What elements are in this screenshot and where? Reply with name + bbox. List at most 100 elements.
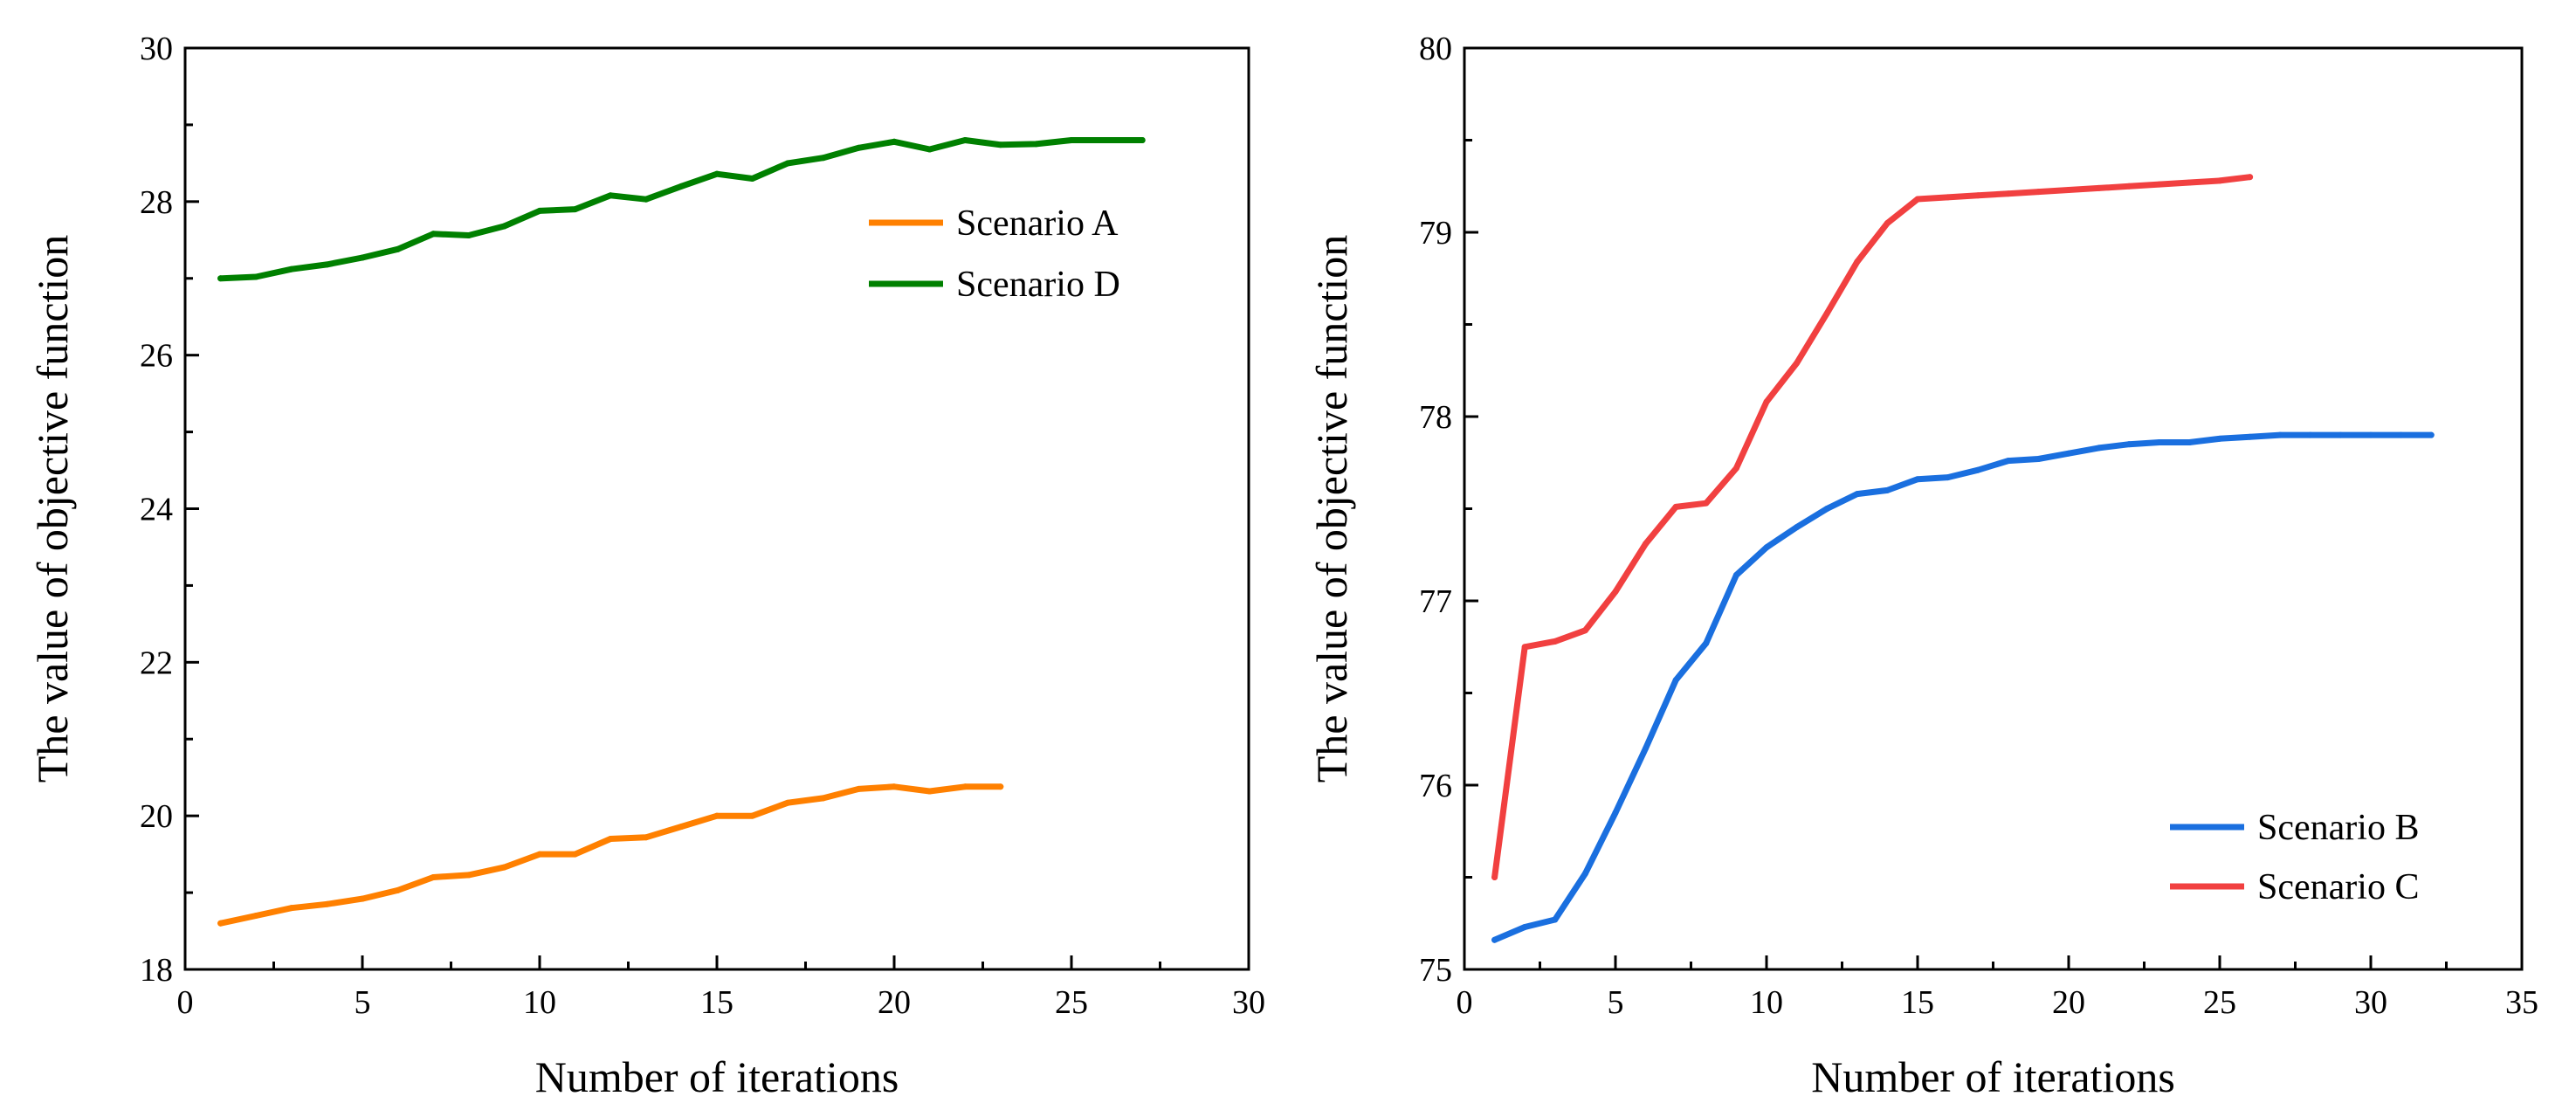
data-point-scenario-b — [2035, 456, 2042, 463]
data-point-scenario-c — [1521, 644, 1528, 651]
data-point-scenario-c — [2156, 181, 2163, 188]
data-point-scenario-c — [1945, 194, 1952, 201]
x-axis-title: Number of iterations — [1811, 1052, 2175, 1101]
data-point-scenario-b — [1763, 544, 1770, 551]
data-point-scenario-d — [288, 265, 295, 272]
y-tick-label: 24 — [140, 492, 173, 528]
series-line-scenario-b — [1491, 431, 2435, 943]
data-point-scenario-d — [1032, 141, 1039, 148]
data-point-scenario-c — [2125, 183, 2132, 190]
y-axis-title: The value of objective function — [28, 235, 77, 783]
y-tick-label: 75 — [1419, 952, 1452, 989]
data-point-scenario-d — [891, 138, 898, 145]
data-point-scenario-d — [926, 146, 933, 153]
data-point-scenario-a — [855, 785, 862, 792]
data-point-scenario-c — [1763, 398, 1770, 405]
data-point-scenario-c — [1581, 627, 1588, 634]
data-point-scenario-c — [2096, 184, 2103, 191]
data-point-scenario-b — [2307, 431, 2314, 438]
data-point-scenario-d — [217, 275, 224, 282]
data-point-scenario-c — [2186, 179, 2193, 186]
data-point-scenario-a — [820, 795, 827, 802]
data-point-scenario-b — [1884, 486, 1891, 493]
data-point-scenario-c — [1491, 874, 1498, 880]
data-point-scenario-a — [252, 912, 259, 919]
legend-label-scenario-c: Scenario C — [2257, 867, 2419, 907]
data-point-scenario-d — [465, 232, 472, 239]
data-point-scenario-b — [2216, 435, 2223, 442]
x-axis-title: Number of iterations — [535, 1052, 899, 1101]
data-point-scenario-d — [713, 170, 720, 177]
data-point-scenario-b — [2337, 431, 2344, 438]
data-point-scenario-b — [2367, 431, 2374, 438]
x-tick-label: 20 — [878, 984, 911, 1021]
x-tick-label: 0 — [1457, 984, 1473, 1021]
series-line-scenario-a — [217, 783, 1004, 927]
data-point-scenario-a — [643, 834, 650, 841]
y-tick-label: 22 — [140, 645, 173, 681]
legend-label-scenario-d: Scenario D — [956, 265, 1120, 305]
x-tick-label: 30 — [2354, 984, 2387, 1021]
data-point-scenario-a — [713, 812, 720, 819]
data-point-scenario-d — [643, 196, 650, 203]
data-point-scenario-b — [1491, 936, 1498, 943]
data-point-scenario-b — [1581, 870, 1588, 877]
data-point-scenario-c — [1643, 541, 1650, 548]
data-point-scenario-b — [1703, 640, 1710, 647]
x-tick-label: 25 — [1055, 984, 1088, 1021]
data-point-scenario-b — [1612, 810, 1619, 817]
x-tick-label: 20 — [2052, 984, 2085, 1021]
data-point-scenario-a — [217, 920, 224, 927]
data-point-scenario-b — [2276, 431, 2283, 438]
x-tick-label: 35 — [2505, 984, 2538, 1021]
data-point-scenario-c — [2065, 186, 2072, 193]
data-point-scenario-d — [323, 261, 330, 268]
data-point-scenario-d — [820, 155, 827, 162]
x-tick-label: 5 — [355, 984, 371, 1021]
data-point-scenario-b — [1732, 571, 1739, 578]
data-point-scenario-b — [2186, 439, 2193, 446]
chart-panel-2: 0 5 10 15 20 25 30 35 75 76 77 78 79 80 Number of iter… — [1307, 31, 2538, 1101]
x-tick-label: 15 — [700, 984, 734, 1021]
data-point-scenario-a — [678, 823, 685, 830]
data-point-scenario-d — [1068, 137, 1075, 143]
data-point-scenario-a — [395, 886, 402, 893]
plot-frame — [183, 46, 1250, 971]
data-point-scenario-a — [323, 900, 330, 907]
x-tick-label: 15 — [1901, 984, 1934, 1021]
y-tick-label: 28 — [140, 184, 173, 221]
data-point-scenario-c — [1854, 259, 1861, 265]
data-point-scenario-b — [2428, 431, 2435, 438]
data-point-scenario-d — [359, 254, 366, 261]
y-tick-label: 18 — [140, 952, 173, 989]
data-point-scenario-c — [1794, 360, 1801, 367]
data-point-scenario-d — [1104, 137, 1111, 143]
y-tick-label: 30 — [140, 31, 173, 67]
legend-label-scenario-b: Scenario B — [2257, 808, 2419, 848]
data-point-scenario-b — [1552, 916, 1559, 923]
data-point-scenario-d — [500, 223, 507, 230]
data-point-scenario-b — [1974, 466, 1981, 473]
data-point-scenario-b — [1794, 524, 1801, 531]
data-point-scenario-c — [2035, 189, 2042, 196]
y-tick-label: 26 — [140, 338, 173, 375]
data-point-scenario-d — [997, 141, 1004, 148]
data-point-scenario-b — [2005, 458, 2012, 465]
y-tick-label: 78 — [1419, 399, 1452, 436]
data-point-scenario-d — [855, 144, 862, 151]
y-tick-label: 20 — [140, 798, 173, 835]
y-axis-title: The value of objective function — [1307, 235, 1356, 783]
data-point-scenario-d — [536, 207, 543, 214]
data-point-scenario-b — [1945, 474, 1952, 481]
data-point-scenario-c — [1732, 465, 1739, 472]
data-point-scenario-d — [961, 137, 968, 143]
data-point-scenario-c — [2005, 190, 2012, 197]
data-point-scenario-c — [1672, 503, 1679, 510]
data-point-scenario-a — [430, 874, 437, 880]
data-point-scenario-a — [500, 864, 507, 871]
y-tick-label: 79 — [1419, 215, 1452, 252]
data-point-scenario-d — [607, 192, 614, 199]
data-point-scenario-a — [359, 895, 366, 902]
